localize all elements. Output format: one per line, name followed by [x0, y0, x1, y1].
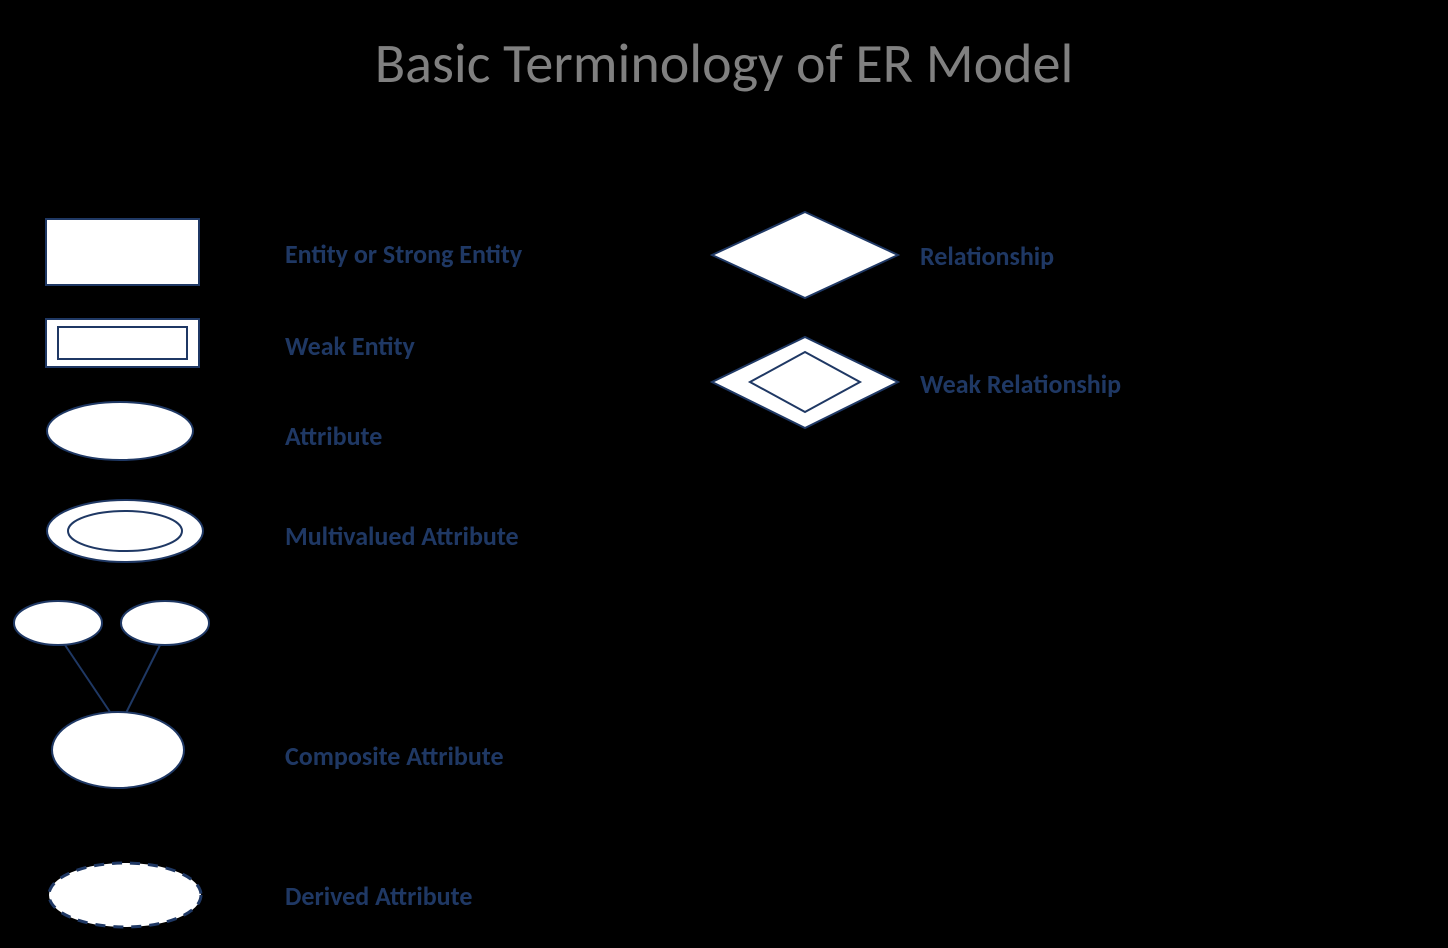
derived-attribute-shape: [45, 860, 205, 930]
page-title: Basic Terminology of ER Model: [0, 30, 1448, 98]
relationship-shape: [710, 210, 900, 300]
weak-entity-shape: [45, 318, 200, 368]
attribute-label: Attribute: [285, 420, 382, 452]
derived-attribute-label: Derived Attribute: [285, 880, 472, 912]
composite-attribute-label: Composite Attribute: [285, 740, 504, 772]
attribute-shape: [45, 400, 195, 462]
weak-relationship-shape: [710, 335, 900, 430]
multivalued-attribute-shape: [45, 498, 205, 564]
multivalued-attribute-label: Multivalued Attribute: [285, 520, 519, 552]
composite-attribute-shape: [10, 595, 240, 795]
entity-label: Entity or Strong Entity: [285, 238, 522, 270]
weak-relationship-label: Weak Relationship: [920, 368, 1121, 400]
weak-entity-label: Weak Entity: [285, 330, 415, 362]
relationship-label: Relationship: [920, 240, 1054, 272]
entity-shape: [45, 218, 200, 286]
